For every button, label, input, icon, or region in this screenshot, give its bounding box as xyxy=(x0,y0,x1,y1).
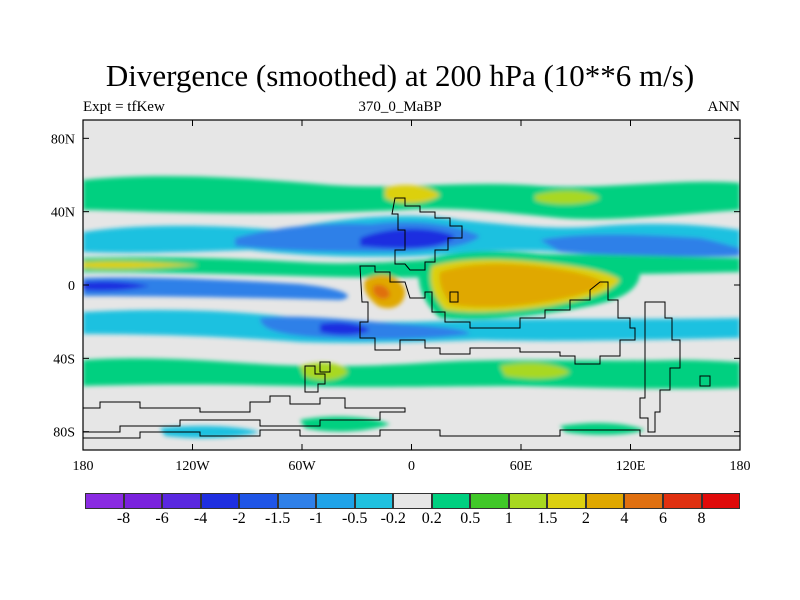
color-legend-label: -0.2 xyxy=(380,510,406,527)
y-axis: 80N 40N 0 40S 80S xyxy=(51,132,740,441)
field-north-yellow-patch xyxy=(385,185,440,204)
y-tick-label: 40N xyxy=(51,206,75,221)
field-equator-negative-core xyxy=(83,281,150,291)
x-tick-label: 120W xyxy=(175,459,210,474)
x-tick-label: 180 xyxy=(730,459,751,474)
y-tick-label: 40S xyxy=(53,352,75,367)
field-antarctic-negative xyxy=(160,425,260,439)
coastline-gondwana xyxy=(359,265,636,365)
color-legend-label: 8 xyxy=(697,510,706,527)
field-south-positive-yellow-2 xyxy=(500,363,570,379)
x-axis: 180 120W 60W 0 60E 120E 180 xyxy=(73,120,751,474)
period-label: 370_0_MaBP xyxy=(358,99,442,115)
field-south-positive-yellow xyxy=(300,362,348,381)
coastline-small-island-2 xyxy=(319,361,331,373)
color-legend-label: -0.5 xyxy=(342,510,368,527)
field-equatorial-yellow xyxy=(83,261,200,269)
color-legend-swatch xyxy=(470,493,509,509)
color-legend-swatch xyxy=(547,493,586,509)
coastline-antarctic-west xyxy=(83,395,406,433)
x-tick-label: 0 xyxy=(408,459,415,474)
field-north-yellow-patch-2 xyxy=(535,190,600,205)
coastline-small-island-3 xyxy=(699,375,711,387)
field-subtropical-negative-strong xyxy=(360,228,455,249)
color-legend-label: -1 xyxy=(309,510,323,527)
color-legend-swatch xyxy=(508,493,548,509)
color-legend-label: -4 xyxy=(193,510,208,527)
field-south-negative-strong xyxy=(320,322,370,335)
y-tick-label: 80S xyxy=(53,426,75,441)
x-tick-label: 180 xyxy=(73,459,94,474)
color-legend-label: -1.5 xyxy=(264,510,291,527)
color-legend-label: 1 xyxy=(504,510,513,527)
color-legend-swatch xyxy=(624,493,663,509)
color-legend-swatch xyxy=(701,493,741,509)
color-legend-swatch xyxy=(85,493,124,509)
coastlines xyxy=(83,197,740,439)
coastline-south-continent xyxy=(304,365,326,393)
coastline-north-continent xyxy=(391,197,463,271)
chart-title: Divergence (smoothed) at 200 hPa (10**6 … xyxy=(105,58,695,93)
color-legend-label: -8 xyxy=(116,510,131,527)
color-legend-swatch xyxy=(662,493,702,509)
color-legend-label: 0.5 xyxy=(460,510,481,527)
color-legend-swatch xyxy=(200,493,240,509)
divergence-fields xyxy=(83,176,740,439)
season-label: ANN xyxy=(707,99,741,115)
color-legend-swatch xyxy=(585,493,625,509)
color-legend-swatch xyxy=(354,493,394,509)
y-tick-label: 0 xyxy=(68,279,75,294)
color-legend-swatch xyxy=(239,493,278,509)
color-legend-label: -6 xyxy=(155,510,169,527)
x-tick-label: 60W xyxy=(288,459,316,474)
color-legend-swatch xyxy=(277,493,317,509)
field-equator-negative xyxy=(83,277,348,300)
experiment-label: Expt = tfKew xyxy=(83,99,165,115)
field-south-america-core xyxy=(373,284,390,299)
color-legend-label: 4 xyxy=(620,510,629,527)
field-east-negative xyxy=(540,234,740,257)
field-antarctic-positive-2 xyxy=(560,423,645,435)
coastline-east-continent xyxy=(639,301,681,433)
color-legend-swatch xyxy=(162,493,201,509)
color-legend-label: 6 xyxy=(658,510,667,527)
x-tick-label: 120E xyxy=(616,459,646,474)
coastline-antarctic-south xyxy=(83,429,740,439)
color-legend-swatch xyxy=(393,493,432,509)
color-legend-label: 1.5 xyxy=(537,510,558,527)
field-south-positive xyxy=(83,358,740,389)
color-legend-swatch xyxy=(316,493,355,509)
y-tick-label: 80N xyxy=(51,132,75,147)
color-legend-swatch xyxy=(431,493,471,509)
color-legend-label: -2 xyxy=(232,510,246,527)
color-legend xyxy=(85,493,741,509)
color-legend-label: 2 xyxy=(581,510,590,527)
field-africa-positive-orange xyxy=(439,263,605,307)
color-legend-label: 0.2 xyxy=(421,510,442,527)
x-tick-label: 60E xyxy=(510,459,533,474)
color-legend-swatch xyxy=(123,493,163,509)
coastline-small-island-1 xyxy=(449,291,459,303)
color-legend-labels: -8 -6 -4 -2 -1.5 -1 -0.5 -0.2 0.2 0.5 1 1.5 2 4 6 8 xyxy=(85,510,740,530)
